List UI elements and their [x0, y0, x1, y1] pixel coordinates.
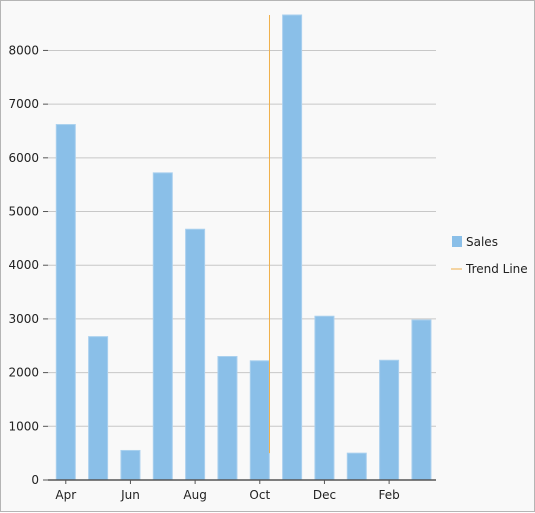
bar-apr: [55, 124, 76, 481]
bar-dec: [314, 315, 335, 481]
legend-label-trend-line: Trend Line: [465, 262, 528, 276]
bar-mar: [411, 319, 432, 481]
y-tick-label: 4000: [8, 258, 39, 272]
x-tick-label: Dec: [313, 488, 336, 502]
bar-oct: [249, 360, 270, 481]
grid-lines: [48, 49, 436, 427]
bar-jun: [120, 449, 141, 481]
bar-sep: [217, 356, 238, 481]
y-tick-label: 5000: [8, 205, 39, 219]
bar-aug: [185, 228, 206, 481]
x-tick-label: Aug: [183, 488, 206, 502]
bar-nov: [282, 14, 303, 481]
y-tick-label: 1000: [8, 419, 39, 433]
y-tick-label: 2000: [8, 366, 39, 380]
bars: [55, 14, 432, 481]
legend-label-sales: Sales: [466, 235, 498, 249]
x-tick-label: Oct: [249, 488, 270, 502]
legend-swatch-sales: [452, 236, 462, 247]
x-tick-label: Jun: [120, 488, 140, 502]
y-tick-label: 3000: [8, 312, 39, 326]
legend: Sales Trend Line: [451, 235, 528, 276]
bar-feb: [379, 359, 400, 481]
bar-may: [88, 336, 109, 481]
y-tick-label: 6000: [8, 151, 39, 165]
y-tick-label: 0: [31, 473, 39, 487]
bar-jul: [152, 172, 173, 481]
y-tick-label: 8000: [8, 43, 39, 57]
x-tick-label: Apr: [55, 488, 76, 502]
axes: 0 1000 2000 3000 4000 5000 6000 7000 8000 Apr Jun A…: [8, 43, 436, 502]
y-tick-label: 7000: [8, 97, 39, 111]
bar-jan: [346, 452, 367, 481]
x-tick-label: Feb: [378, 488, 399, 502]
